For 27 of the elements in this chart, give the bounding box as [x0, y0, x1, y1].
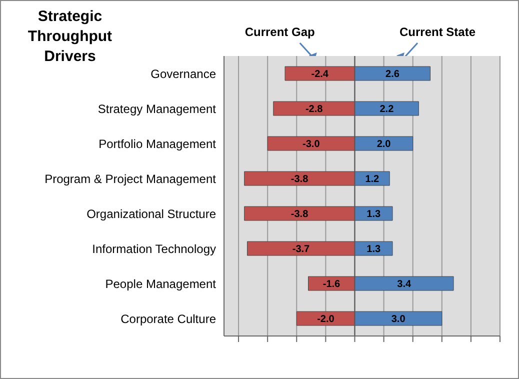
data-label: -3.0 — [302, 139, 320, 150]
data-label: -2.8 — [305, 104, 324, 116]
text: Current Gap — [244, 25, 316, 39]
data-label: -1.6 — [322, 279, 341, 290]
y-tick-label: Corporate Culture — [120, 312, 216, 326]
data-label: -3.7 — [292, 244, 310, 256]
text: Current State — [398, 25, 476, 39]
data-label: 1.3 — [366, 209, 382, 220]
data-label: 1.2 — [365, 174, 380, 186]
data-label: 2.0 — [376, 139, 392, 150]
data-label: -2.4 — [311, 69, 329, 80]
data-label: 2.2 — [380, 104, 394, 116]
data-label: -3.8 — [290, 174, 309, 186]
y-tick-label: Strategy Management — [98, 102, 217, 116]
y-tick-label: People Management — [105, 276, 217, 291]
y-tick-label: Organizational Structure — [86, 206, 216, 221]
data-label: 1.3 — [366, 244, 382, 256]
data-label: -3.8 — [290, 209, 309, 220]
data-label: 3.4 — [397, 279, 412, 290]
data-label: 3.0 — [391, 314, 406, 326]
data-label: -2.0 — [317, 314, 335, 326]
data-label: 2.6 — [386, 69, 400, 80]
y-tick-label: Program & Project Management — [44, 172, 217, 186]
y-tick-label: Governance — [150, 66, 216, 81]
y-tick-label: Portfolio Management — [98, 136, 217, 151]
text: Strategic Throughput Drivers — [26, 7, 114, 67]
y-tick-label: Information Technology — [92, 242, 216, 256]
